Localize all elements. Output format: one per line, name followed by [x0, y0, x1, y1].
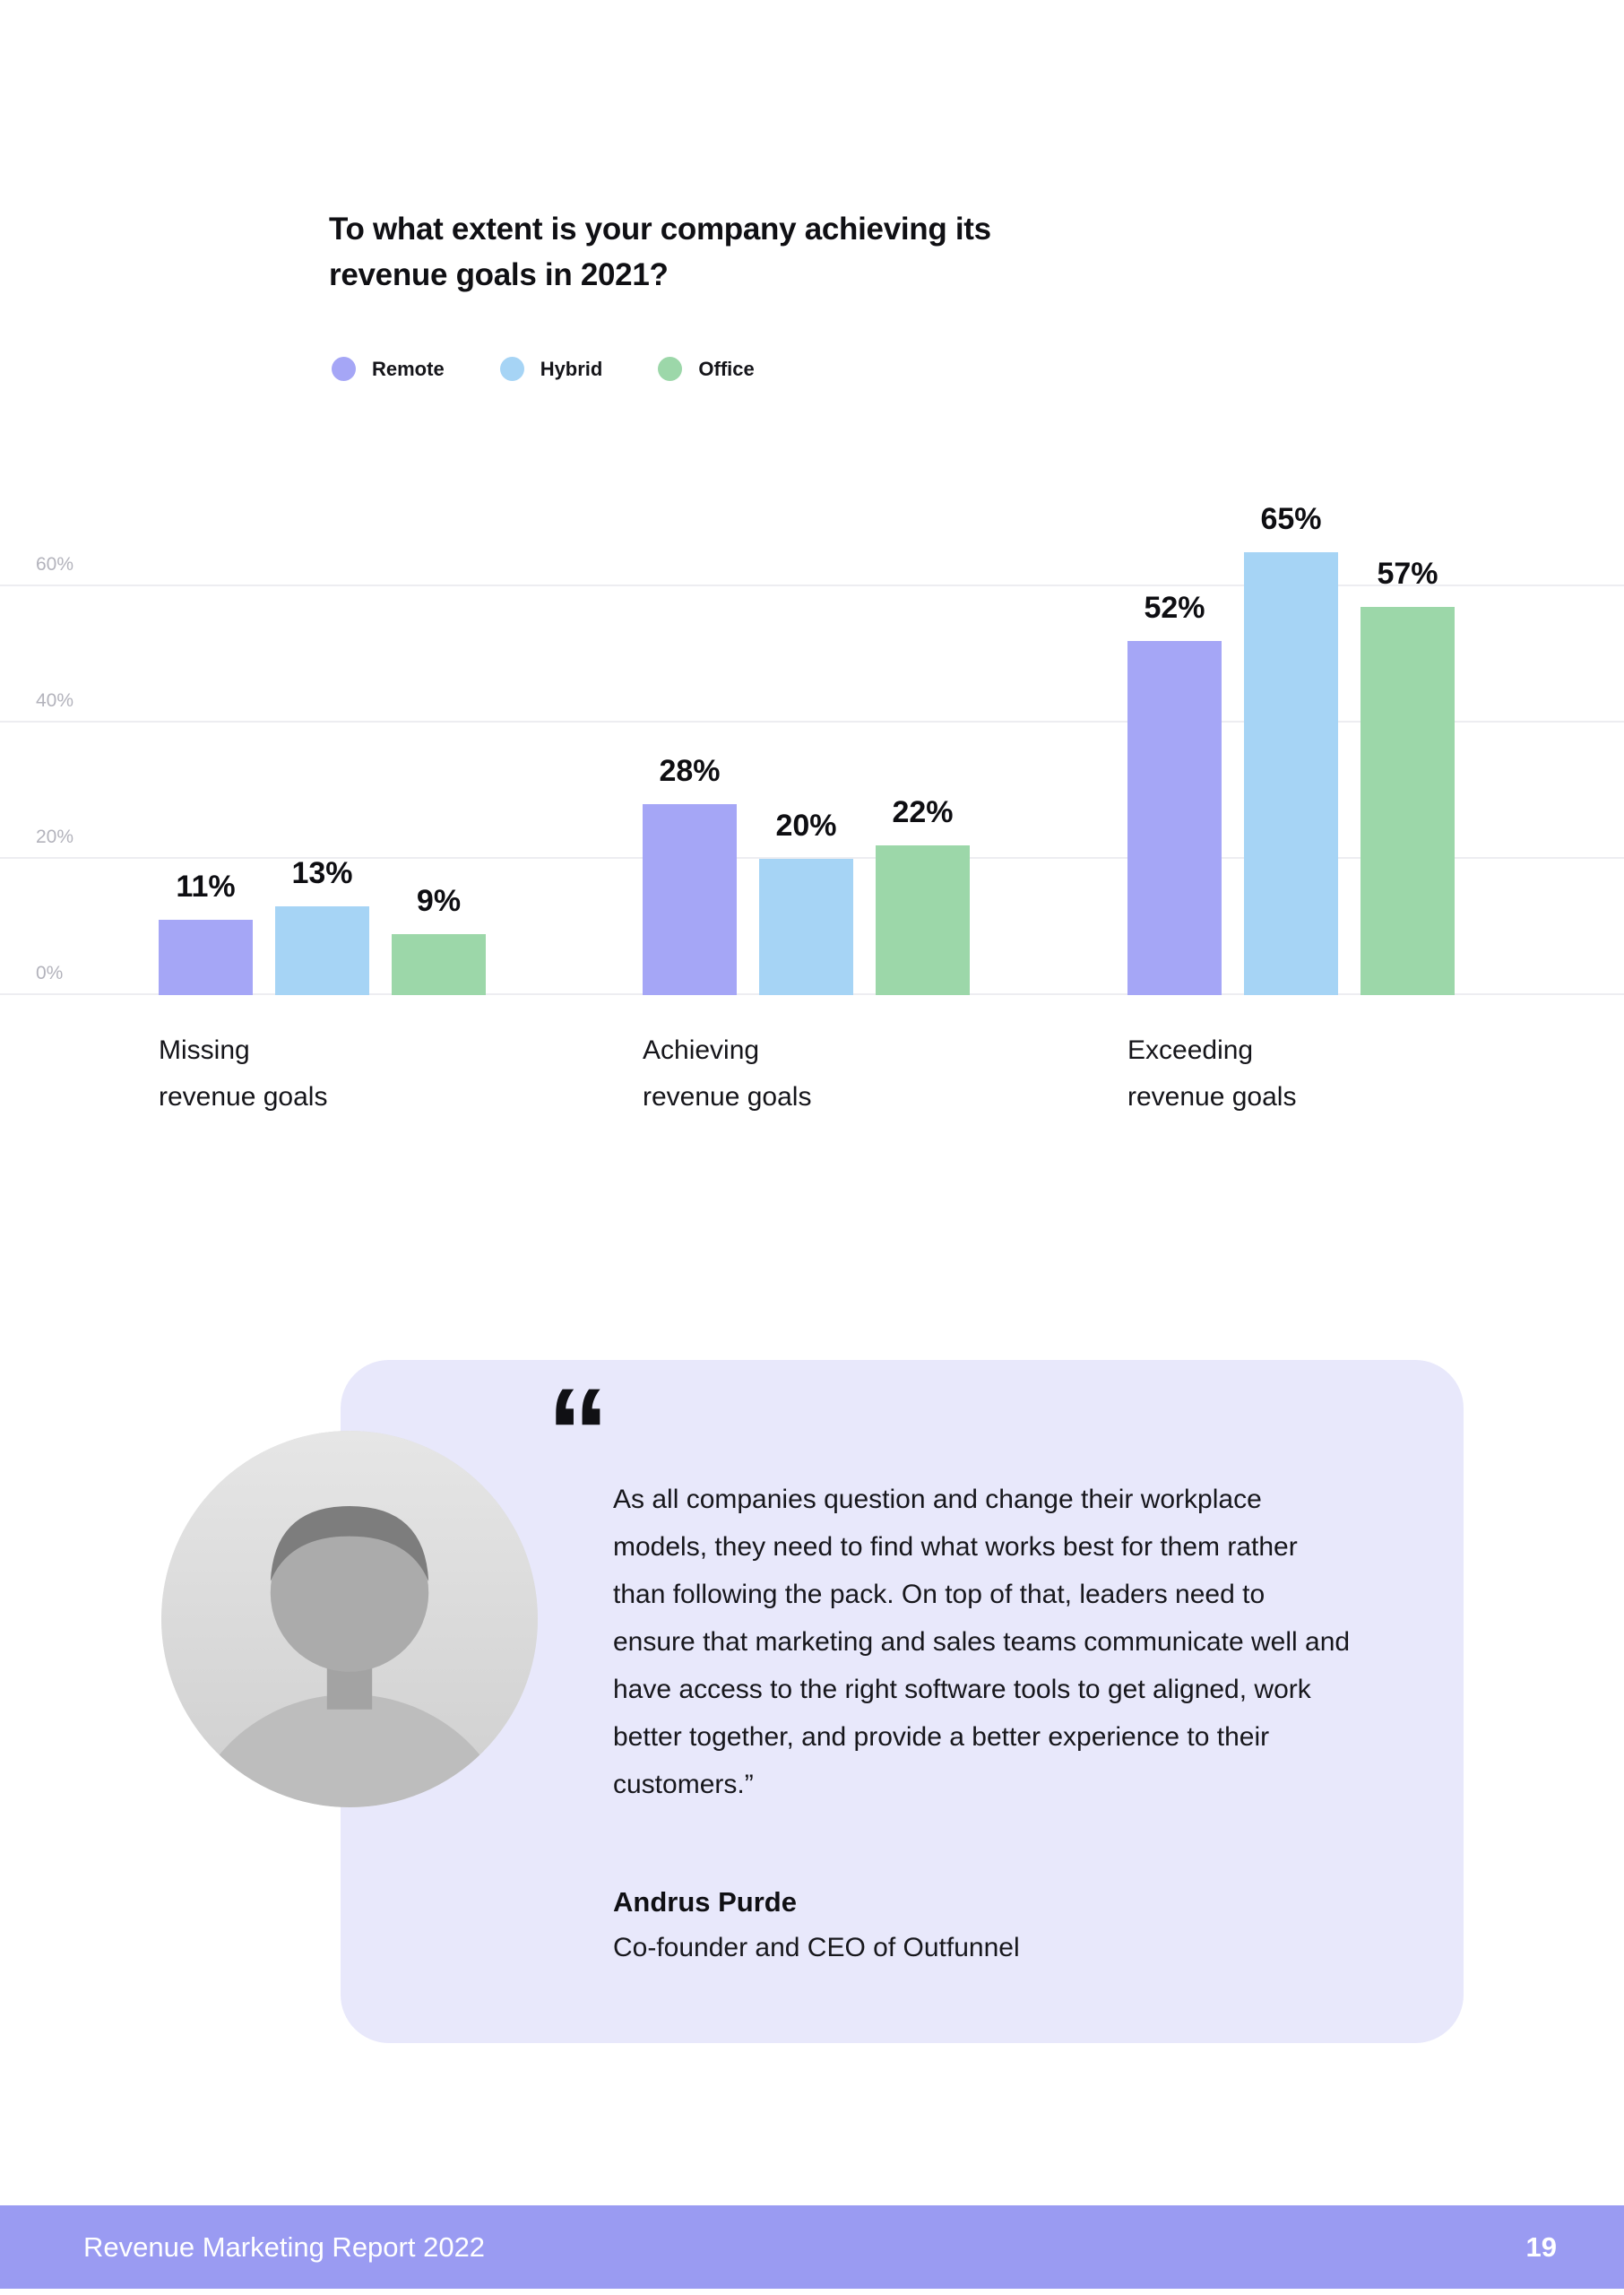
bar-value-label: 28%	[659, 754, 721, 789]
quote-card	[341, 1360, 1464, 2043]
legend-label-office: Office	[698, 357, 755, 380]
gridline	[0, 585, 1624, 586]
chart-title-line2: revenue goals in 2021?	[329, 257, 669, 292]
category-label-line: Achieving	[643, 1035, 760, 1065]
bar-group: 11% 13% 9%	[159, 502, 486, 995]
bar-value-label: 13%	[291, 856, 353, 891]
legend-label-remote: Remote	[372, 357, 445, 380]
gridline	[0, 721, 1624, 723]
bar-value-label: 9%	[416, 883, 462, 918]
category-label: Exceeding revenue goals	[1127, 1027, 1296, 1121]
footer-report-title: Revenue Marketing Report 2022	[83, 2231, 486, 2263]
legend-label-hybrid: Hybrid	[540, 357, 603, 380]
category-label: Missing revenue goals	[159, 1027, 327, 1121]
y-axis-tick-label: 0%	[36, 963, 64, 983]
bar-value-label: 57%	[1377, 556, 1438, 591]
category-label-line: revenue goals	[159, 1082, 328, 1112]
bar-office-group3: 57%	[1361, 557, 1455, 995]
bar-group: 28% 20% 22%	[643, 502, 970, 995]
quote-mark: “	[547, 1362, 609, 1503]
chart-plot: 0% 20% 40% 60% 11% 13% 9% 28% 20% 22% 52% 65% 57%	[0, 502, 1624, 995]
chart-legend: Remote Hybrid Office	[332, 357, 755, 381]
author-photo	[161, 1431, 538, 1807]
y-axis-tick-label: 40%	[36, 690, 74, 711]
legend-item-remote: Remote	[332, 357, 445, 381]
bar-value-label: 22%	[892, 794, 954, 829]
quote-role: Co-founder and CEO of Outfunnel	[613, 1933, 1020, 1962]
bar-group: 52% 65% 57%	[1127, 502, 1455, 995]
bar-office-group1: 9%	[392, 884, 486, 995]
bar-value-label: 20%	[775, 809, 837, 843]
bar-hybrid-group1: 13%	[275, 856, 369, 995]
bar-hybrid-group3: 65%	[1244, 502, 1338, 995]
category-label: Achieving revenue goals	[643, 1027, 811, 1121]
gridline	[0, 857, 1624, 859]
legend-item-office: Office	[658, 357, 755, 381]
y-axis-tick-label: 60%	[36, 554, 74, 575]
category-label-line: Exceeding	[1127, 1035, 1254, 1065]
bar-value-label: 11%	[176, 870, 236, 905]
bar-value-label: 65%	[1260, 502, 1322, 536]
bar-remote-group3: 52%	[1127, 591, 1222, 995]
legend-dot-office	[658, 357, 683, 381]
quote-text: As all companies question and change the…	[613, 1485, 1351, 1799]
chart-title-line1: To what extent is your company achieving…	[329, 212, 991, 247]
portrait-placeholder-graphic	[161, 1431, 538, 1807]
legend-dot-remote	[332, 357, 356, 381]
bar-remote-group2: 28%	[643, 754, 737, 995]
quote-author: Andrus Purde	[613, 1886, 797, 1918]
category-label-line: revenue goals	[643, 1082, 812, 1112]
bar-remote-group1: 11%	[159, 870, 253, 995]
category-label-line: Missing	[159, 1035, 250, 1065]
chart-title: To what extent is your company achieving…	[329, 206, 991, 298]
footer-bar: Revenue Marketing Report 2022 19	[0, 2205, 1624, 2289]
legend-dot-hybrid	[499, 357, 524, 381]
bar-value-label: 52%	[1144, 590, 1205, 625]
y-axis-tick-label: 20%	[36, 827, 74, 847]
legend-item-hybrid: Hybrid	[499, 357, 603, 381]
category-label-line: revenue goals	[1127, 1082, 1297, 1112]
bar-office-group2: 22%	[876, 795, 970, 995]
bar-hybrid-group2: 20%	[759, 809, 853, 995]
footer-page-number: 19	[1525, 2231, 1557, 2263]
